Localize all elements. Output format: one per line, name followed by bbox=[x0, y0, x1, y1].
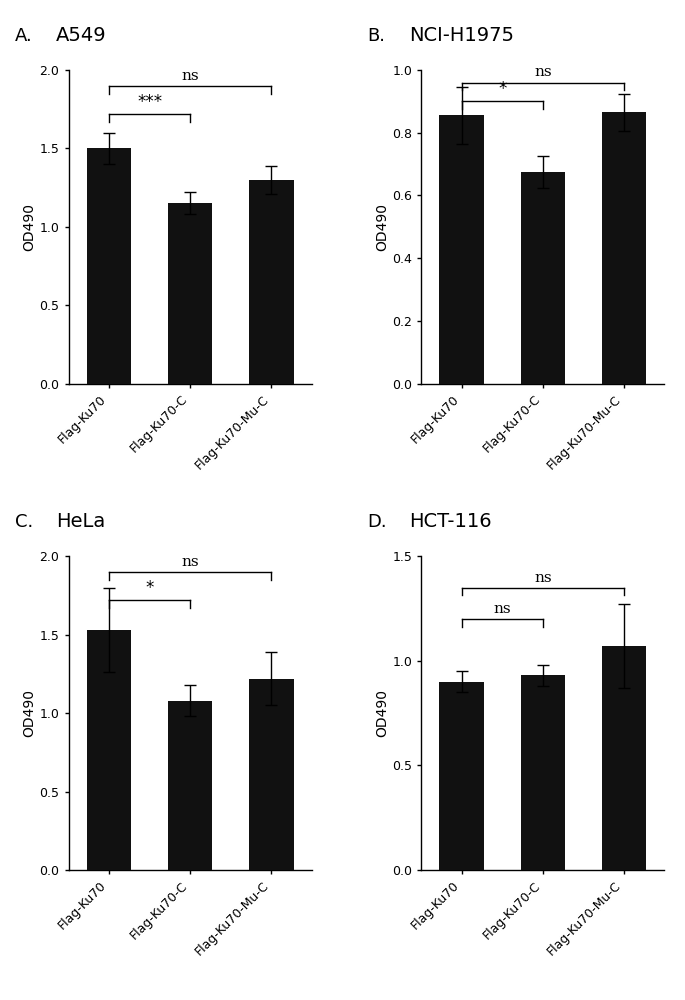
Text: ns: ns bbox=[534, 571, 551, 585]
Text: ns: ns bbox=[182, 69, 199, 83]
Y-axis label: OD490: OD490 bbox=[23, 203, 37, 251]
Y-axis label: OD490: OD490 bbox=[375, 689, 389, 737]
Y-axis label: OD490: OD490 bbox=[23, 689, 37, 737]
Text: ns: ns bbox=[182, 555, 199, 569]
Bar bbox=[601, 112, 646, 384]
Text: B.: B. bbox=[368, 27, 386, 45]
Text: *: * bbox=[145, 579, 153, 597]
Bar bbox=[249, 180, 293, 384]
Text: A549: A549 bbox=[56, 26, 107, 45]
Text: ***: *** bbox=[137, 93, 162, 111]
Text: *: * bbox=[498, 80, 506, 98]
Text: ns: ns bbox=[534, 65, 551, 79]
Bar bbox=[168, 701, 212, 870]
Bar bbox=[440, 682, 484, 870]
Bar bbox=[249, 679, 293, 870]
Bar bbox=[87, 630, 132, 870]
Bar bbox=[440, 115, 484, 384]
Bar bbox=[168, 203, 212, 384]
Bar bbox=[521, 172, 565, 384]
Text: HCT-116: HCT-116 bbox=[409, 512, 492, 531]
Bar bbox=[521, 675, 565, 870]
Y-axis label: OD490: OD490 bbox=[375, 203, 389, 251]
Text: ns: ns bbox=[493, 602, 511, 616]
Text: HeLa: HeLa bbox=[56, 512, 105, 531]
Bar bbox=[87, 148, 132, 384]
Bar bbox=[601, 646, 646, 870]
Text: D.: D. bbox=[368, 513, 387, 531]
Text: A.: A. bbox=[15, 27, 33, 45]
Text: C.: C. bbox=[15, 513, 34, 531]
Text: NCI-H1975: NCI-H1975 bbox=[409, 26, 514, 45]
